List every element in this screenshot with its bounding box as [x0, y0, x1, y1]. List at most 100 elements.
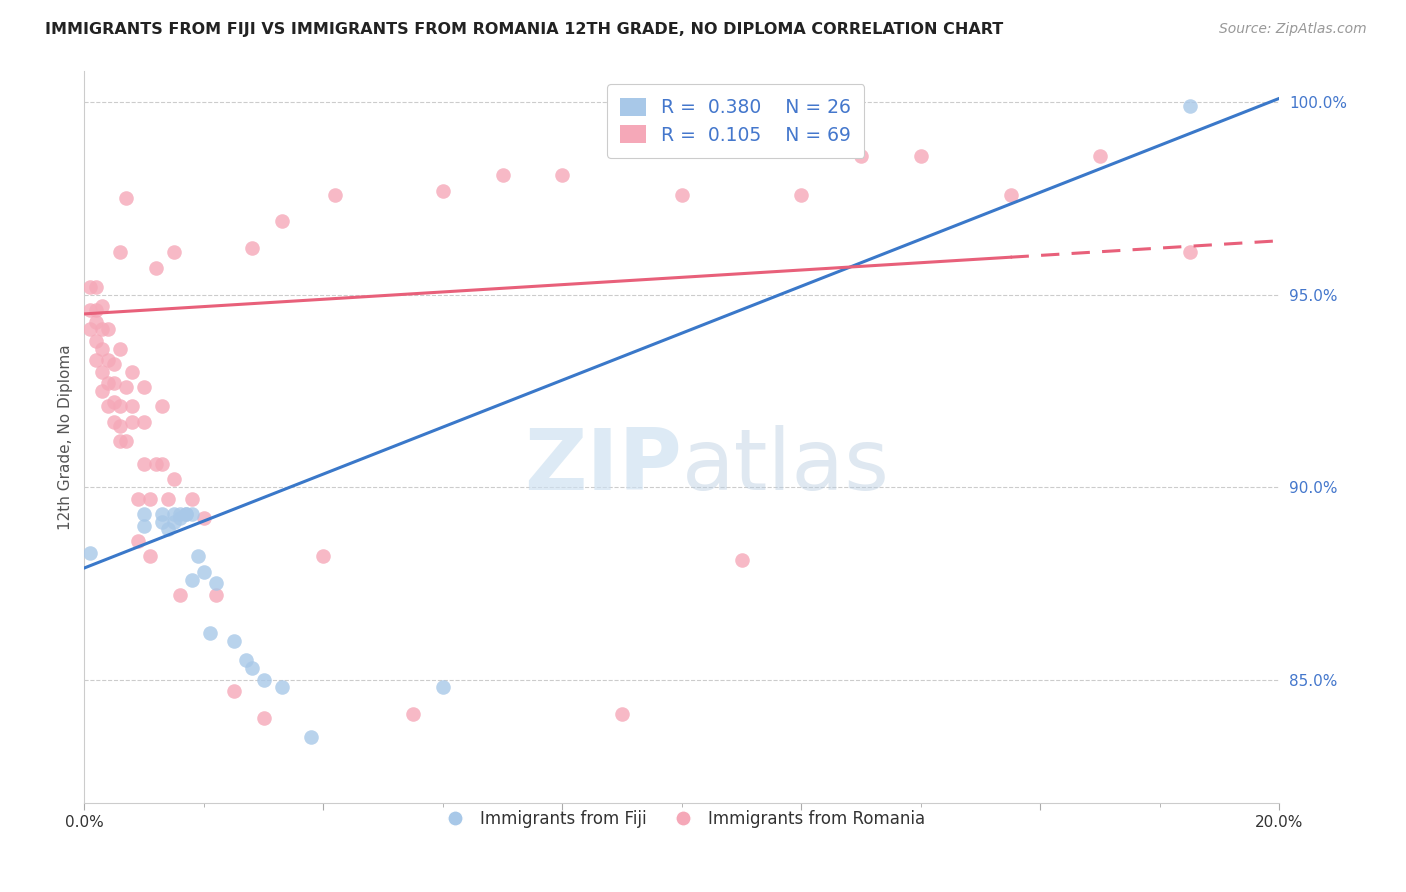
Y-axis label: 12th Grade, No Diploma: 12th Grade, No Diploma: [58, 344, 73, 530]
Point: [163, 245, 186, 260]
Point: [86, 280, 108, 294]
Point: [157, 491, 180, 506]
Point: [132, 415, 156, 429]
Point: [222, 634, 245, 648]
Point: [127, 534, 149, 549]
Point: [402, 707, 425, 722]
Point: [150, 457, 173, 471]
Point: [187, 549, 209, 564]
Point: [432, 681, 454, 695]
Point: [97, 322, 120, 336]
Point: [1178, 99, 1201, 113]
Point: [121, 415, 143, 429]
Point: [301, 731, 323, 745]
Point: [163, 507, 186, 521]
Point: [240, 242, 263, 256]
Point: [145, 260, 167, 275]
Point: [79, 280, 101, 294]
Point: [181, 573, 204, 587]
Point: [91, 365, 114, 379]
Point: [253, 711, 276, 725]
Point: [103, 395, 125, 409]
Point: [270, 681, 292, 695]
Point: [240, 661, 263, 675]
Point: [174, 507, 197, 521]
Point: [193, 511, 215, 525]
Point: [139, 549, 162, 564]
Point: [110, 418, 132, 433]
Point: [110, 399, 132, 413]
Point: [205, 588, 228, 602]
Point: [86, 334, 108, 348]
Point: [612, 707, 634, 722]
Point: [110, 434, 132, 448]
Point: [790, 187, 813, 202]
Point: [97, 399, 120, 413]
Point: [79, 303, 101, 318]
Point: [169, 507, 191, 521]
Point: [115, 380, 138, 394]
Point: [121, 399, 143, 413]
Point: [731, 553, 754, 567]
Point: [79, 322, 101, 336]
Point: [150, 399, 173, 413]
Point: [198, 626, 221, 640]
Point: [222, 684, 245, 698]
Point: [115, 434, 138, 448]
Point: [1178, 245, 1201, 260]
Point: [132, 380, 156, 394]
Point: [150, 515, 173, 529]
Text: ZIP: ZIP: [524, 425, 682, 508]
Point: [169, 588, 191, 602]
Point: [103, 376, 125, 391]
Point: [115, 191, 138, 205]
Point: [97, 353, 120, 368]
Point: [139, 491, 162, 506]
Point: [312, 549, 335, 564]
Point: [91, 322, 114, 336]
Point: [91, 342, 114, 356]
Point: [110, 342, 132, 356]
Point: [492, 169, 515, 183]
Point: [110, 245, 132, 260]
Point: [163, 472, 186, 486]
Text: IMMIGRANTS FROM FIJI VS IMMIGRANTS FROM ROMANIA 12TH GRADE, NO DIPLOMA CORRELATI: IMMIGRANTS FROM FIJI VS IMMIGRANTS FROM …: [45, 22, 1004, 37]
Point: [181, 507, 204, 521]
Point: [270, 214, 292, 228]
Point: [205, 576, 228, 591]
Legend: Immigrants from Fiji, Immigrants from Romania: Immigrants from Fiji, Immigrants from Ro…: [432, 804, 932, 835]
Point: [671, 187, 693, 202]
Point: [851, 149, 873, 163]
Point: [103, 357, 125, 371]
Point: [181, 491, 204, 506]
Point: [150, 507, 173, 521]
Point: [1000, 187, 1022, 202]
Point: [97, 376, 120, 391]
Point: [432, 184, 454, 198]
Point: [103, 415, 125, 429]
Point: [169, 511, 191, 525]
Point: [910, 149, 932, 163]
Point: [127, 491, 149, 506]
Point: [132, 518, 156, 533]
Point: [145, 457, 167, 471]
Point: [86, 315, 108, 329]
Text: Source: ZipAtlas.com: Source: ZipAtlas.com: [1219, 22, 1367, 37]
Point: [325, 187, 347, 202]
Text: atlas: atlas: [682, 425, 890, 508]
Point: [121, 365, 143, 379]
Point: [86, 353, 108, 368]
Point: [551, 169, 574, 183]
Point: [86, 303, 108, 318]
Point: [253, 673, 276, 687]
Point: [174, 507, 197, 521]
Point: [1090, 149, 1112, 163]
Point: [157, 523, 180, 537]
Point: [163, 515, 186, 529]
Point: [91, 384, 114, 398]
Point: [132, 457, 156, 471]
Point: [79, 545, 101, 559]
Point: [91, 299, 114, 313]
Point: [235, 653, 257, 667]
Point: [132, 507, 156, 521]
